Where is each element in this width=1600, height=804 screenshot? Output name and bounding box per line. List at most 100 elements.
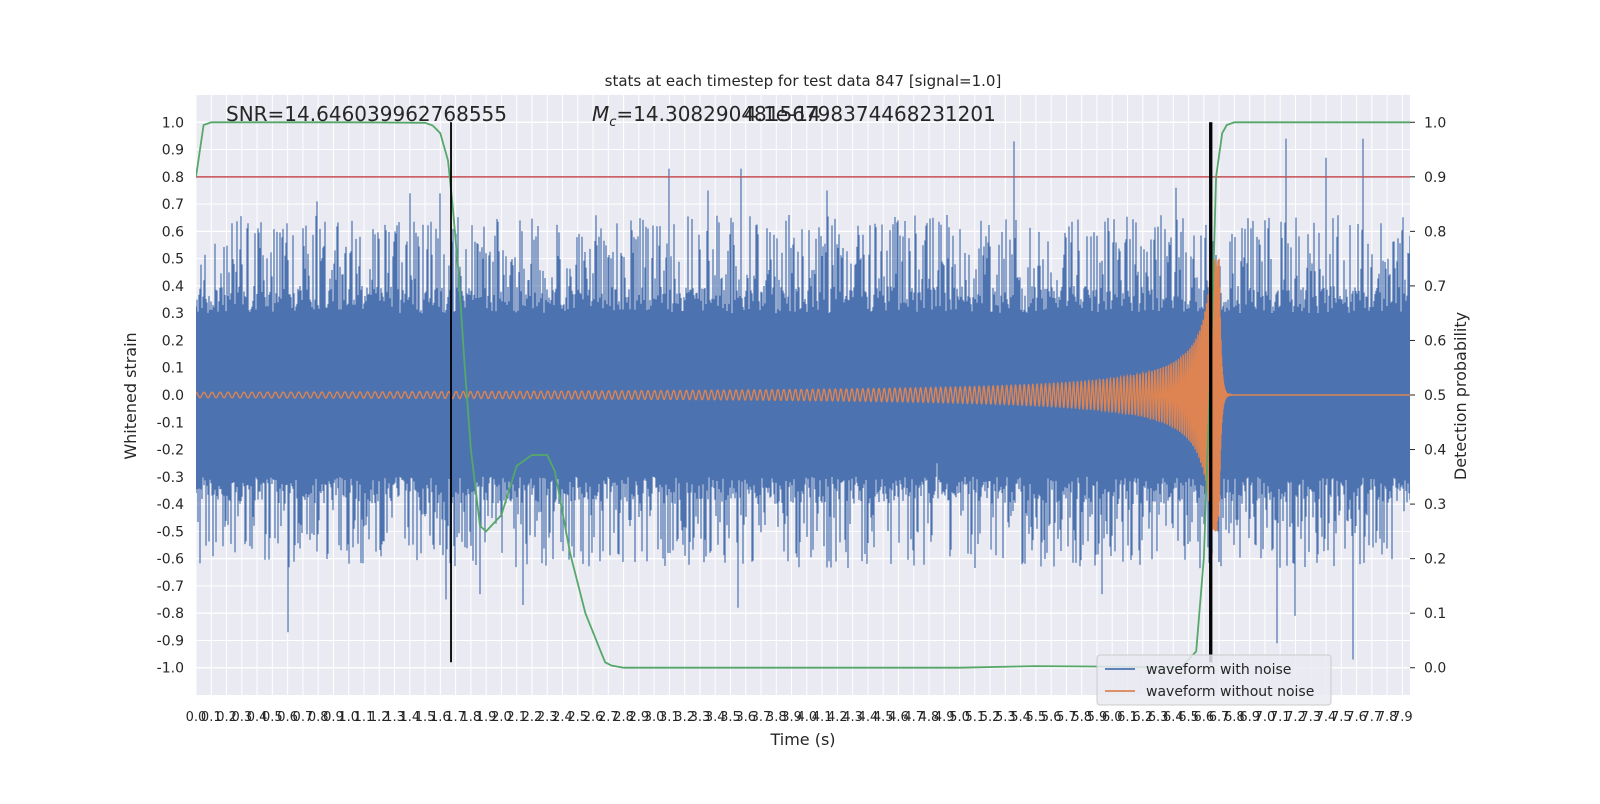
y-tick-label: -0.2 [157,443,184,459]
overlap-annotation: 4.1e-14 [744,102,821,126]
x-tick-label: 2.6 [583,710,604,725]
x-tick-label: 4.1 [812,710,833,725]
y-tick-label: -0.3 [157,470,184,486]
x-tick-label: 5.2 [980,710,1001,725]
x-tick-label: 6.4 [1163,710,1184,725]
x-tick-label: 0.9 [323,710,344,725]
x-tick-label: 1.1 [354,710,375,725]
y-axis-label: Whitened strain [121,332,140,459]
x-tick-label: 6.9 [1239,710,1260,725]
x-tick-label: 7.5 [1331,710,1352,725]
x-tick-label: 7.0 [1255,710,1276,725]
mc-subscript: c [609,115,616,130]
y2-tick-labels: 1.0 0.9 0.8 0.7 0.6 0.5 0.4 0.3 0.2 0.1 0.0 [1410,115,1446,677]
y-tick-label: 0.4 [162,279,184,295]
x-tick-label: 7.6 [1346,710,1367,725]
x-tick-label: 7.1 [1270,710,1291,725]
x-tick-label: 0.4 [247,710,268,725]
x-tick-label: 7.4 [1316,710,1337,725]
y2-tick-label: 0.9 [1424,170,1446,186]
x-tick-label: 1.0 [338,710,359,725]
y2-tick-label: 0.2 [1424,552,1446,568]
x-axis-label: Time (s) [769,730,835,749]
x-tick-label: 4.3 [842,710,863,725]
y2-tick-label: 0.5 [1424,388,1446,404]
x-tick-label: 7.9 [1392,710,1413,725]
x-tick-label: 6.5 [1178,710,1199,725]
y2-tick-label: 1.0 [1424,115,1446,131]
chart-title: stats at each timestep for test data 847… [605,72,1002,90]
x-tick-label: 0.8 [308,710,329,725]
x-tick-label: 0.2 [216,710,237,725]
x-tick-label: 5.3 [995,710,1016,725]
x-tick-label: 6.0 [1102,710,1123,725]
y-tick-label: 0.1 [162,361,184,377]
x-tick-label: 6.1 [1117,710,1138,725]
x-tick-label: 2.8 [613,710,634,725]
x-tick-label: 1.8 [461,710,482,725]
y-tick-label: 0.3 [162,306,184,322]
x-tick-label: 1.7 [445,710,466,725]
x-tick-label: 7.7 [1361,710,1382,725]
x-tick-label: 2.0 [491,710,512,725]
x-tick-label: 2.5 [567,710,588,725]
y2-tick-label: 0.3 [1424,497,1446,513]
x-tick-label: 3.2 [674,710,695,725]
x-tick-label: 5.8 [1071,710,1092,725]
y-tick-label: 0.0 [162,388,184,404]
x-tick-label: 1.6 [430,710,451,725]
x-tick-label: 7.3 [1300,710,1321,725]
x-tick-label: 3.4 [705,710,726,725]
x-tick-label: 5.7 [1056,710,1077,725]
legend-box [1096,654,1332,706]
y2-tick-label: 0.4 [1424,443,1446,459]
y-tick-labels: 1.0 0.9 0.8 0.7 0.6 0.5 0.4 0.3 0.2 0.1 0.0 -0.1 -0.… [157,115,184,676]
y-tick-label: -0.1 [157,415,184,431]
y-tick-label: -0.4 [157,497,184,513]
x-tick-label: 1.2 [369,710,390,725]
x-tick-label: 3.5 [720,710,741,725]
x-tick-label: 3.3 [690,710,711,725]
vertical-markers [450,122,1213,663]
x-tick-label: 7.2 [1285,710,1306,725]
x-tick-labels: 0.00.10.20.30.40.50.60.70.80.91.01.11.21… [186,710,1413,725]
y-tick-label: -0.5 [157,524,184,540]
x-tick-label: 3.9 [781,710,802,725]
x-tick-label: 3.0 [644,710,665,725]
signal-waveform [196,258,1410,532]
x-tick-label: 5.4 [1010,710,1031,725]
x-tick-label: 3.8 [766,710,787,725]
y-tick-label: -0.7 [157,579,184,595]
x-tick-label: 2.2 [522,710,543,725]
x-tick-label: 1.5 [415,710,436,725]
x-tick-label: 0.0 [186,710,207,725]
x-tick-label: 6.3 [1148,710,1169,725]
x-tick-label: 1.9 [476,710,497,725]
x-tick-label: 2.7 [598,710,619,725]
y-tick-label: -0.9 [157,633,184,649]
y-tick-label: -0.6 [157,552,184,568]
x-tick-label: 2.4 [552,710,573,725]
y2-axis-label: Detection probability [1451,312,1470,480]
x-tick-label: 0.1 [201,710,222,725]
x-tick-label: 2.3 [537,710,558,725]
y-tick-label: 0.5 [162,252,184,268]
x-tick-label: 6.7 [1209,710,1230,725]
x-tick-label: 4.4 [858,710,879,725]
y-tick-label: -0.8 [157,606,184,622]
y-tick-label: 0.8 [162,170,184,186]
mc-symbol: M [592,102,609,126]
x-tick-label: 0.6 [277,710,298,725]
x-tick-label: 3.1 [659,710,680,725]
x-tick-label: 2.1 [506,710,527,725]
x-tick-label: 0.5 [262,710,283,725]
x-tick-label: 4.2 [827,710,848,725]
y-tick-label: 0.7 [162,197,184,213]
x-tick-label: 4.8 [919,710,940,725]
x-tick-label: 5.0 [949,710,970,725]
x-tick-label: 7.8 [1377,710,1398,725]
x-tick-label: 4.7 [903,710,924,725]
x-tick-label: 0.7 [293,710,314,725]
x-tick-label: 6.6 [1194,710,1215,725]
